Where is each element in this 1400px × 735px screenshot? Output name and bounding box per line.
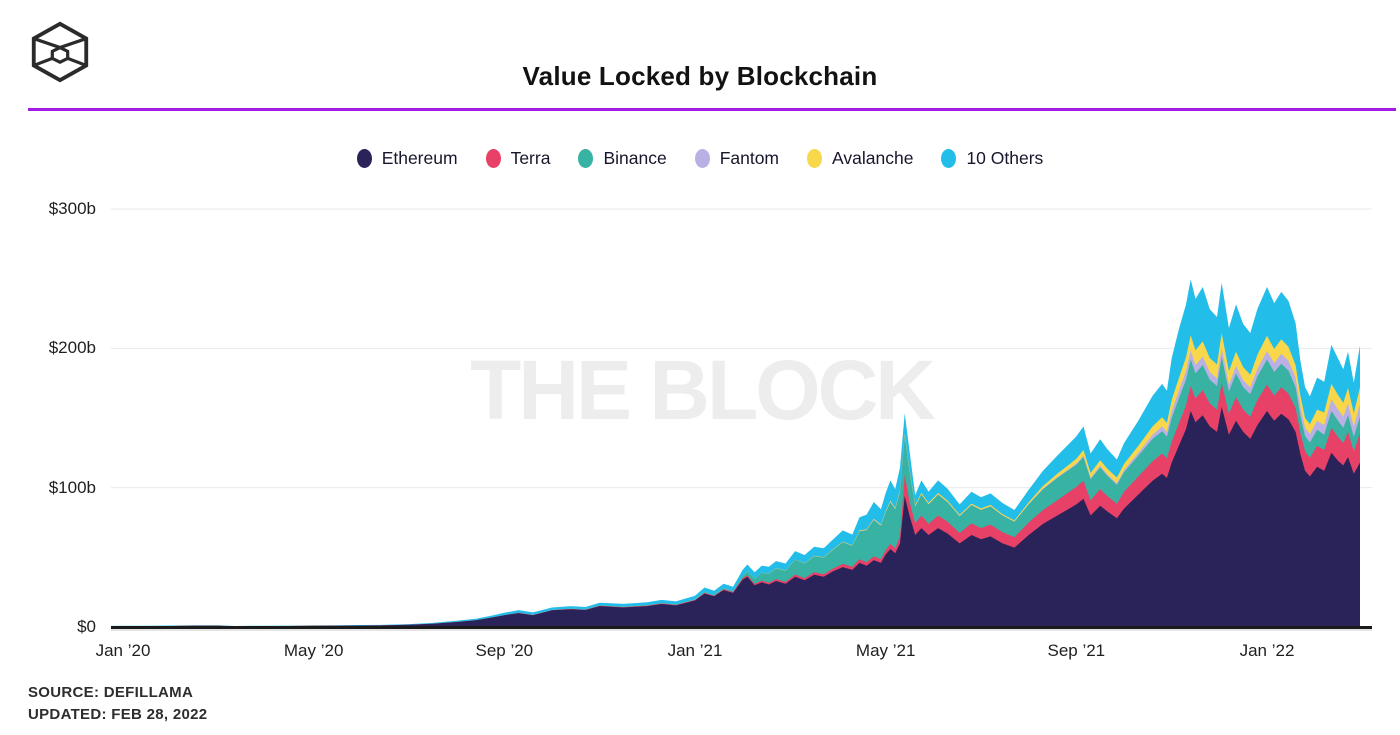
- legend-label-ethereum: Ethereum: [381, 148, 458, 168]
- x-tick-label: May ’20: [283, 641, 344, 660]
- watermark: THE BLOCK: [470, 343, 936, 437]
- legend-item-avalanche: Avalanche: [807, 148, 913, 169]
- logo-bottom-edges: [33, 56, 87, 67]
- legend-swatch-binance: [578, 149, 594, 168]
- area-ethereum: [111, 406, 1361, 627]
- legend-label-binance: Binance: [603, 148, 667, 168]
- x-tick-label: Sep ’20: [475, 641, 534, 660]
- y-tick-label: $200b: [48, 338, 96, 358]
- legend-swatch-ethereum: [356, 149, 372, 168]
- the-block-logo: [31, 21, 89, 83]
- legend-swatch-fantom: [694, 149, 710, 168]
- y-tick-label: $0: [77, 617, 96, 636]
- y-tick-label: $100b: [48, 477, 96, 497]
- legend-item-fantom: Fantom: [694, 148, 780, 169]
- legend-swatch-avalanche: [807, 149, 823, 168]
- x-tick-label: Jan ’21: [667, 641, 723, 660]
- chart-footer: SOURCE: DEFILLAMA UPDATED: FEB 28, 2022: [28, 682, 207, 726]
- page-title: Value Locked by Blockchain: [522, 61, 878, 92]
- legend-label-fantom: Fantom: [719, 148, 780, 168]
- x-tick-label: Jan ’22: [1239, 641, 1295, 660]
- x-tick-label: May ’21: [855, 641, 916, 660]
- x-tick-label: Jan ’20: [95, 641, 151, 660]
- legend-item-10-others: 10 Others: [941, 148, 1043, 169]
- updated-label: UPDATED: FEB 28, 2022: [28, 706, 208, 723]
- legend-swatch-terra: [485, 149, 501, 168]
- legend-item-terra: Terra: [485, 148, 551, 169]
- y-tick-label: $300b: [48, 199, 96, 218]
- x-tick-label: Sep ’21: [1047, 641, 1106, 660]
- legend-label-avalanche: Avalanche: [832, 148, 914, 168]
- logo-inner-cube: [50, 45, 70, 65]
- chart-legend: Ethereum Terra Binance Fantom Avalanche 10 Ot…: [0, 148, 1400, 169]
- legend-label-10-others: 10 Others: [966, 148, 1044, 168]
- legend-swatch-10-others: [941, 149, 957, 168]
- legend-item-binance: Binance: [578, 148, 667, 169]
- legend-label-terra: Terra: [510, 148, 551, 168]
- accent-divider: [28, 108, 1396, 111]
- legend-item-ethereum: Ethereum: [356, 148, 458, 169]
- source-label: SOURCE: DEFILLAMA: [28, 684, 194, 701]
